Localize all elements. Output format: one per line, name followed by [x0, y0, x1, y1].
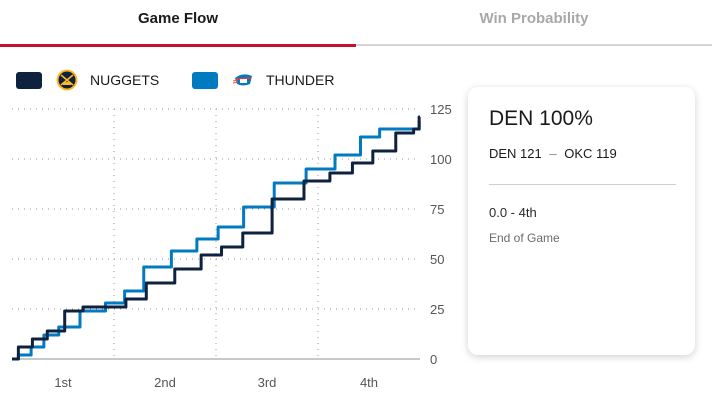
y-tick-label: 125 — [430, 102, 452, 117]
score-line: DEN 121 – OKC 119 — [489, 146, 617, 161]
legend-item-thunder: THUNDER — [192, 70, 334, 90]
y-tick-label: 50 — [430, 252, 444, 267]
chart-grid — [12, 108, 420, 360]
nuggets-color-swatch — [16, 71, 42, 89]
series-line-nuggets — [12, 115, 421, 361]
legend-label-thunder: THUNDER — [266, 72, 335, 88]
score-separator: – — [549, 146, 557, 161]
y-tick-label: 25 — [430, 302, 444, 317]
thunder-logo-icon — [232, 74, 252, 86]
game-clock: 0.0 - 4th — [489, 205, 537, 220]
card-divider — [489, 184, 676, 185]
y-tick-label: 100 — [430, 152, 452, 167]
nuggets-logo-icon — [56, 69, 78, 91]
x-tick-label: 2nd — [154, 375, 176, 390]
win-probability-card: DEN 100% DEN 121 – OKC 119 0.0 - 4th End… — [468, 87, 695, 355]
tab-win-probability[interactable]: Win Probability — [479, 10, 589, 27]
x-tick-label: 3rd — [258, 375, 277, 390]
series-line-thunder — [12, 119, 421, 361]
home-score: DEN 121 — [489, 146, 542, 161]
game-status: End of Game — [489, 231, 560, 245]
x-tick-label: 1st — [54, 375, 72, 390]
win-probability-value: DEN 100% — [489, 107, 593, 130]
x-tick-label: 4th — [360, 375, 378, 390]
legend-label-nuggets: NUGGETS — [90, 72, 160, 88]
game-flow-chart: 0 25 50 75 100 125 1st 2nd 3rd 4th — [11, 102, 452, 390]
y-tick-label: 0 — [430, 352, 437, 367]
thunder-color-swatch — [192, 71, 218, 89]
tab-bar: Game Flow Win Probability — [0, 0, 712, 47]
y-tick-label: 75 — [430, 202, 444, 217]
away-score: OKC 119 — [564, 146, 617, 161]
legend-item-nuggets: NUGGETS — [16, 69, 160, 91]
tab-game-flow[interactable]: Game Flow — [0, 0, 356, 47]
